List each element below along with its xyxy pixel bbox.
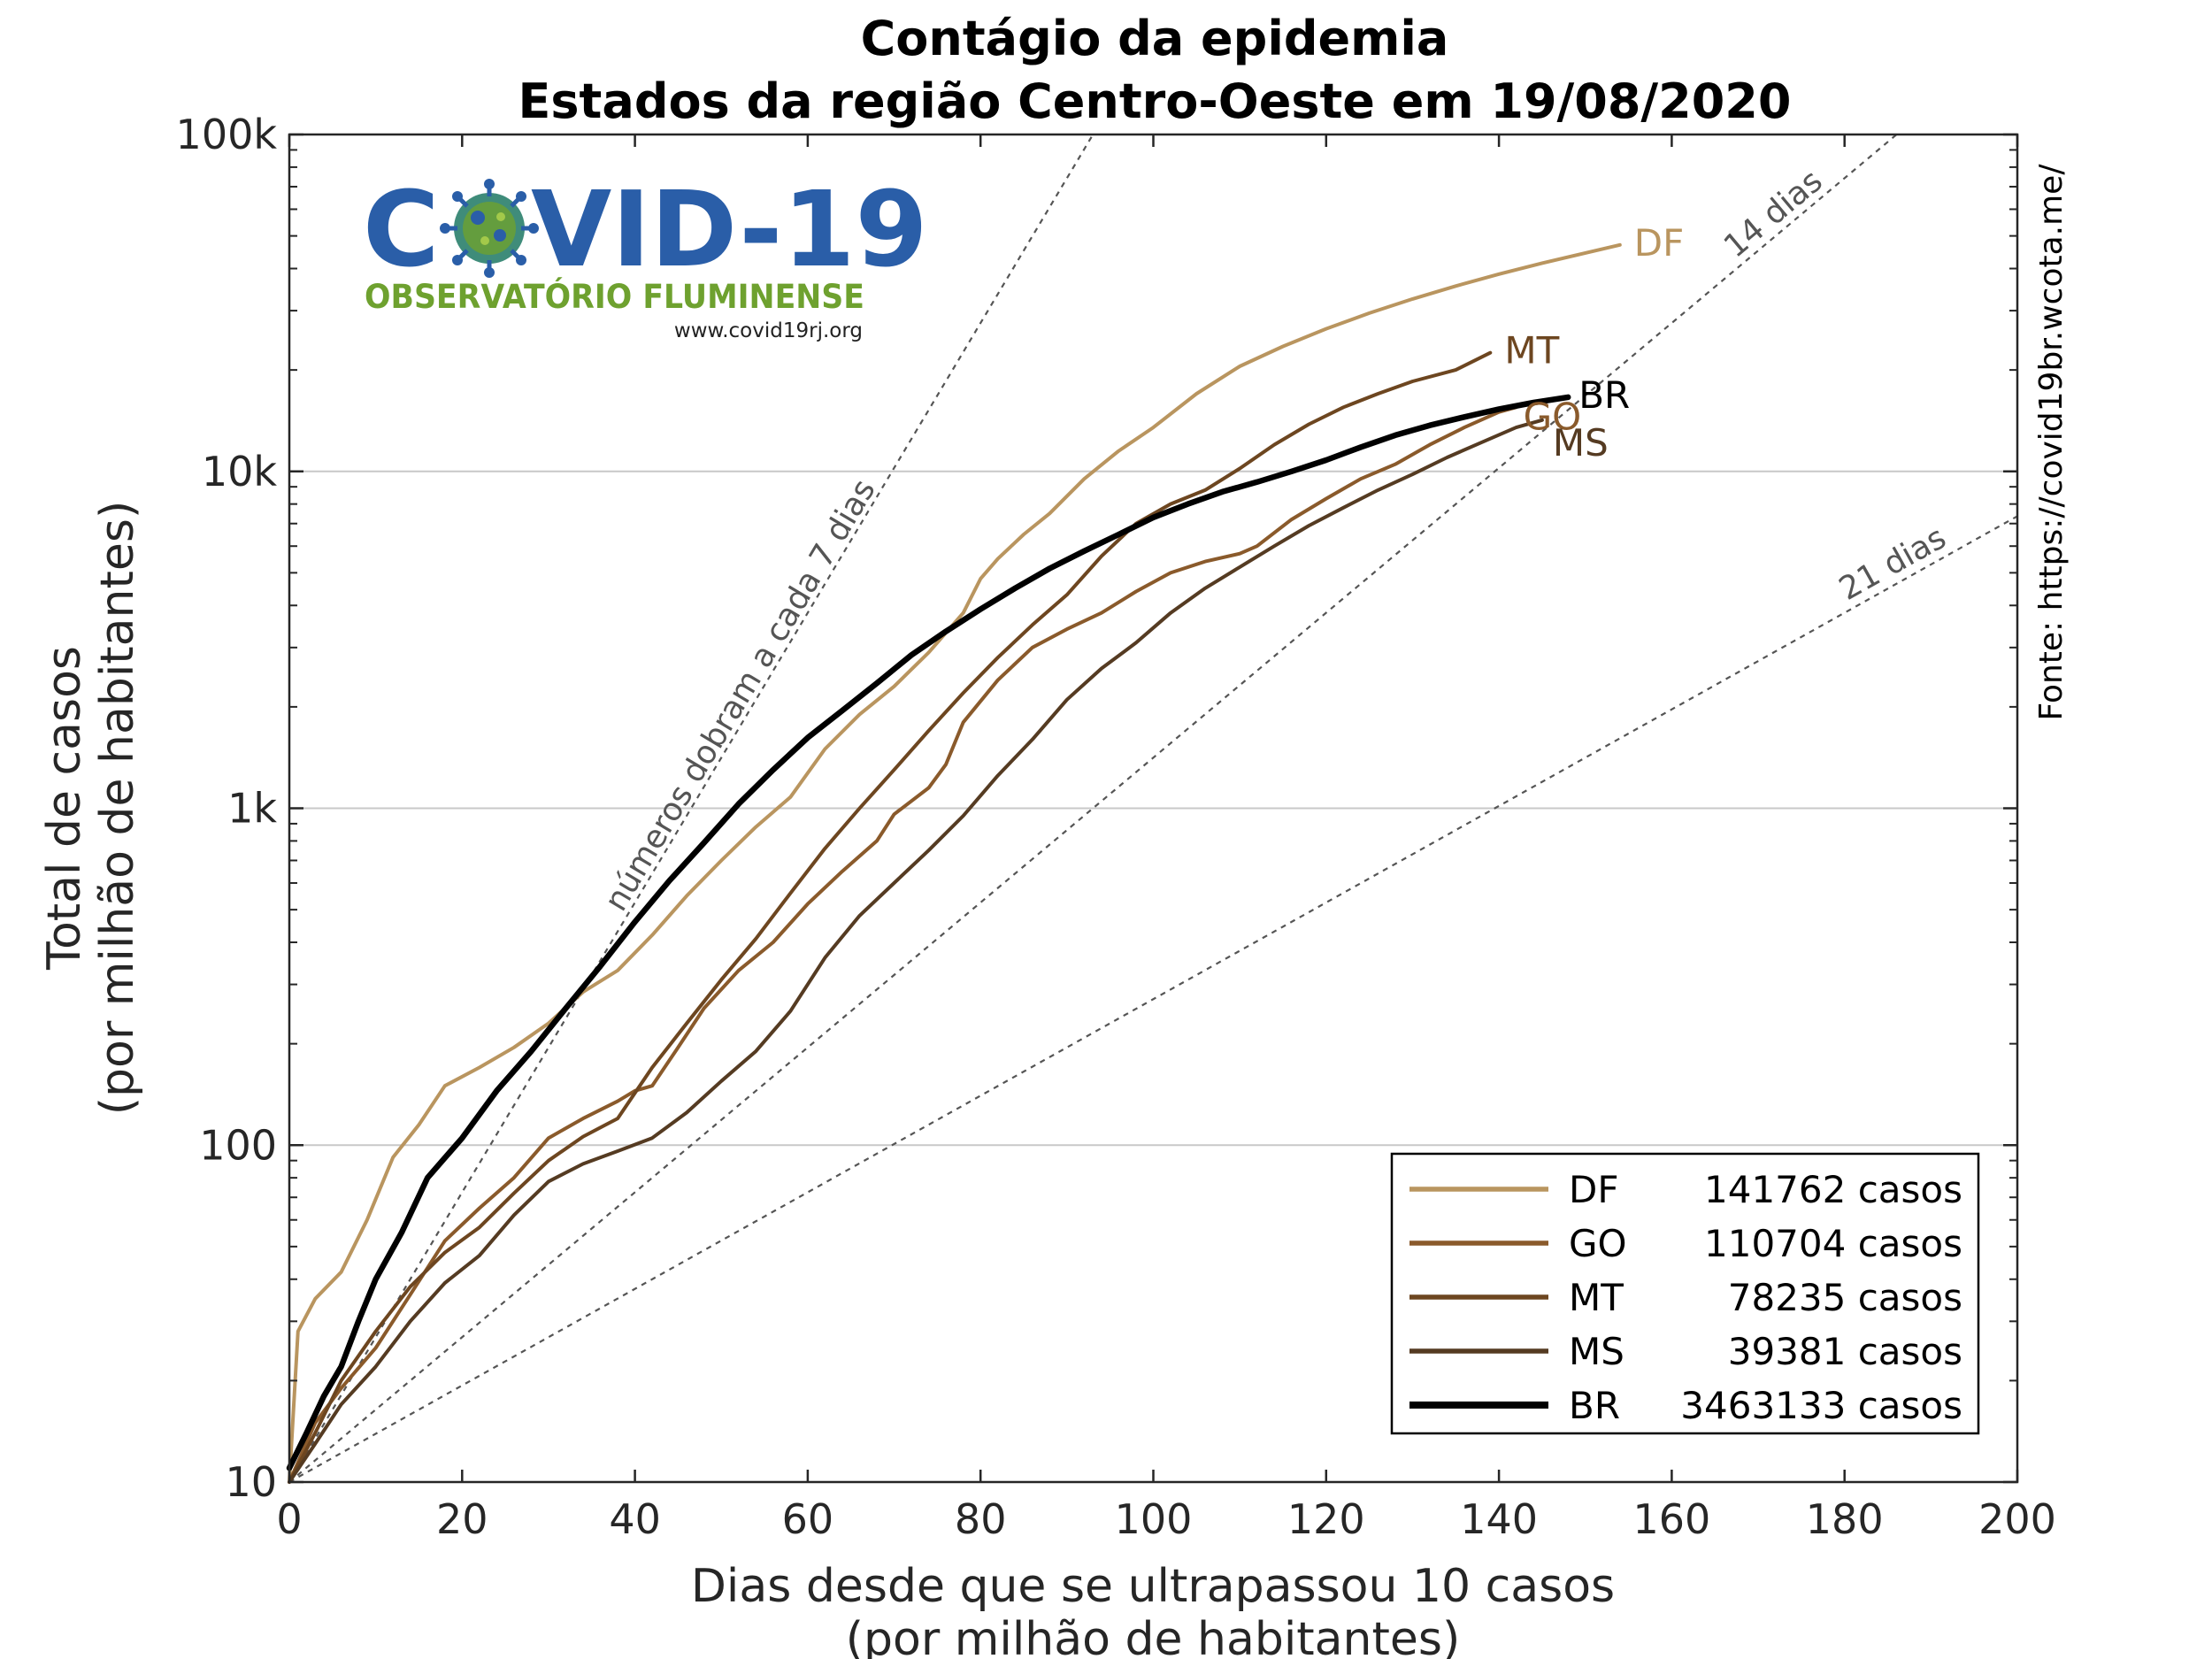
x-tick-label-10: 200 [1978, 1495, 2056, 1543]
logo-title-prefix: C [363, 168, 440, 290]
virus-icon [440, 179, 539, 278]
logo-url: www.covid19rj.org [674, 319, 863, 342]
x-tick-label-2: 40 [609, 1495, 661, 1543]
end-label-df: DF [1634, 221, 1685, 265]
x-tick-label-7: 140 [1460, 1495, 1538, 1543]
x-tick-label-9: 180 [1806, 1495, 1884, 1543]
legend-name-df: DF [1569, 1168, 1619, 1211]
logo-subtitle: OBSERVATÓRIO FLUMINENSE [365, 277, 864, 316]
chart-title-line-2: Estados da região Centro-Oeste em 19/08/… [518, 73, 1792, 129]
source-text: Fonte: https://covid19br.wcota.me/ [2033, 164, 2070, 721]
grid-lines [289, 470, 2017, 1147]
x-tick-label-8: 160 [1632, 1495, 1710, 1543]
reference-line-21-days [288, 515, 2018, 1483]
x-tick-label-6: 120 [1287, 1495, 1365, 1543]
covid-logo: C [363, 168, 928, 342]
series-line-br [286, 394, 1571, 1471]
x-axis-label-line-1: Dias desde que se ultrapassou 10 casos [691, 1560, 1615, 1613]
legend: DF 141762 casos GO 110704 casos MT 78235 caso… [1390, 1152, 1980, 1435]
series-line-mt [288, 350, 1493, 1484]
y-tick-label-1: 100 [199, 1121, 277, 1169]
x-tick-label-0: 0 [276, 1495, 302, 1543]
axis-ticks [288, 133, 2019, 1484]
x-tick-label-3: 60 [782, 1495, 834, 1543]
legend-count-df: 141762 casos [1704, 1168, 1962, 1211]
y-axis-label-line-2: (por milhão de habitantes) [91, 501, 144, 1116]
legend-name-go: GO [1569, 1222, 1627, 1265]
x-tick-label-5: 100 [1115, 1495, 1193, 1543]
axis-tick-labels: 0 20 40 60 80 100 120 140 160 180 200 10 100 1k 10k 100… [176, 111, 2056, 1543]
chart-title-line-1: Contágio da epidemia [861, 11, 1449, 66]
x-tick-label-4: 80 [955, 1495, 1007, 1543]
end-label-mt: MT [1504, 329, 1559, 373]
x-tick-label-1: 20 [436, 1495, 488, 1543]
y-tick-label-4: 100k [176, 111, 278, 158]
logo-title-suffix: VID-19 [531, 168, 928, 290]
y-axis-label-line-1: Total de casos [38, 646, 91, 971]
legend-count-go: 110704 casos [1704, 1222, 1962, 1265]
y-tick-label-0: 10 [225, 1458, 277, 1506]
legend-name-ms: MS [1569, 1330, 1624, 1373]
end-label-go: GO [1524, 395, 1582, 438]
legend-name-br: BR [1569, 1384, 1620, 1427]
legend-name-mt: MT [1569, 1276, 1624, 1319]
legend-count-ms: 39381 casos [1728, 1330, 1962, 1373]
y-tick-label-2: 1k [227, 785, 277, 833]
end-label-br: BR [1578, 373, 1630, 417]
series-line-go [288, 405, 1518, 1484]
legend-count-mt: 78235 casos [1728, 1276, 1962, 1319]
legend-box [1390, 1152, 1980, 1435]
series-line-ms [288, 418, 1544, 1484]
x-axis-label-line-2: (por milhão de habitantes) [846, 1613, 1461, 1659]
reference-line-7-days [288, 134, 1094, 1483]
series-line-df [288, 242, 1622, 1484]
end-label-ms: MS [1553, 421, 1609, 465]
legend-count-br: 3463133 casos [1680, 1384, 1962, 1427]
series-lines [286, 242, 1622, 1484]
y-tick-label-3: 10k [202, 448, 278, 495]
